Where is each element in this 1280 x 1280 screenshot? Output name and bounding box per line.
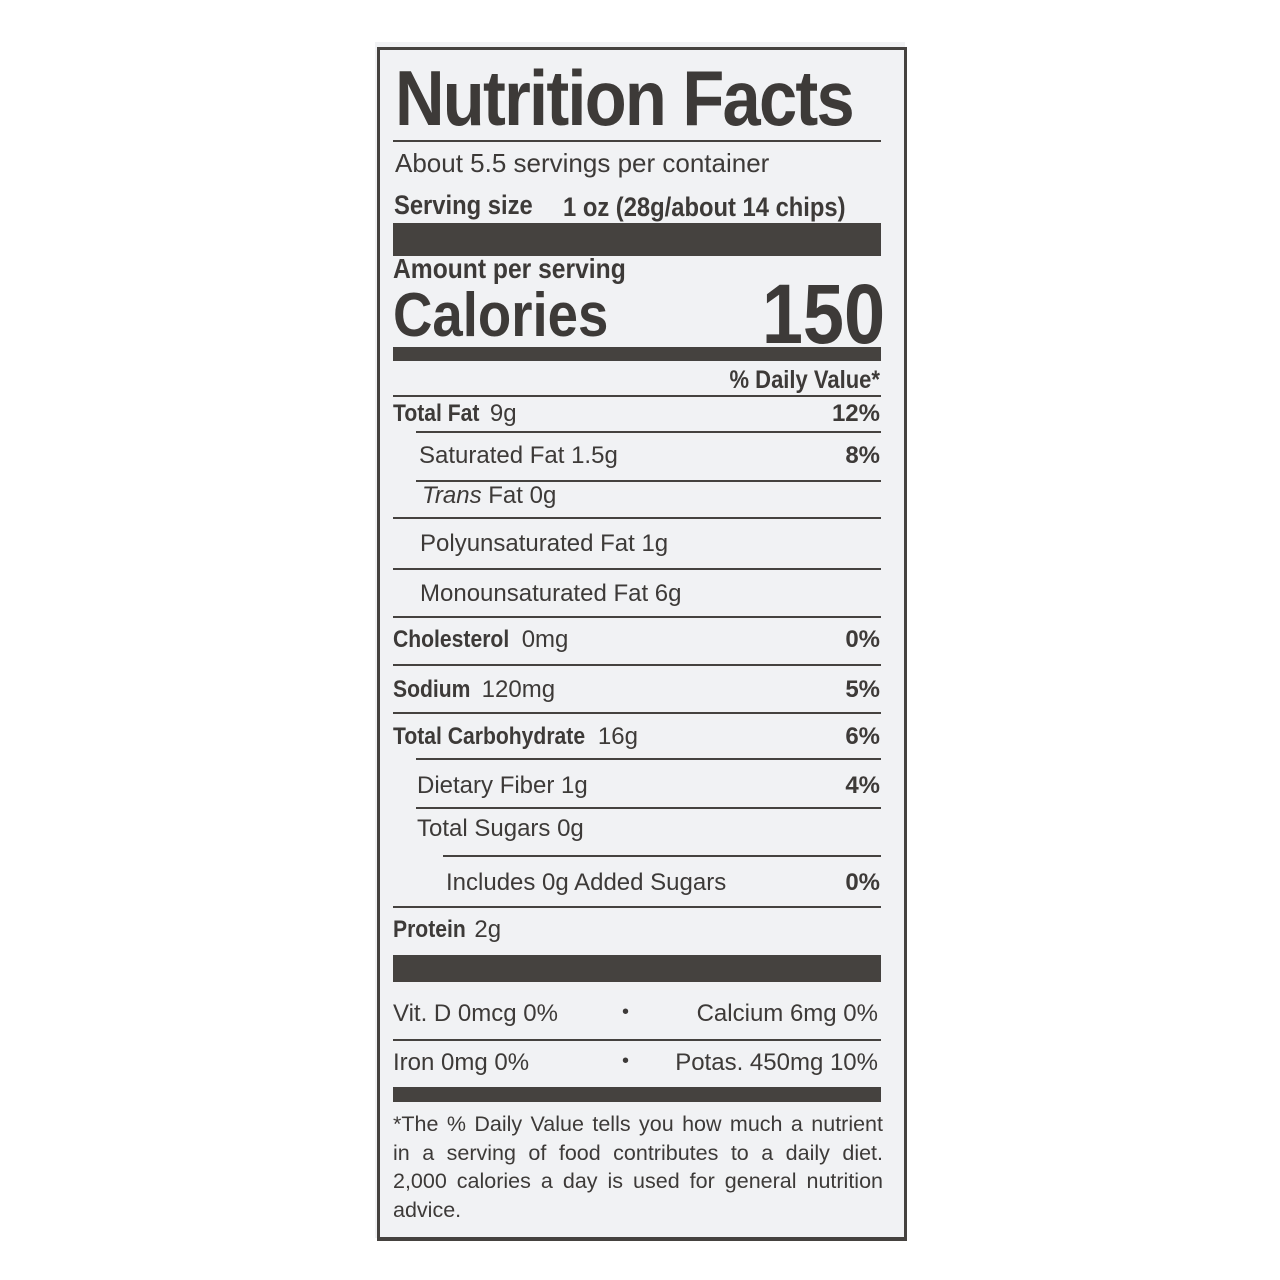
nutrient-row-polyunsaturated-fat: Polyunsaturated Fat 1g	[393, 529, 880, 559]
serving-size: Serving size	[394, 190, 552, 221]
thick-divider	[393, 223, 881, 256]
nutrient-dv: 0%	[845, 869, 880, 896]
serving-size-value: 1 oz (28g/about 14 chips)	[563, 192, 884, 223]
calcium: Calcium 6mg 0%	[696, 1000, 878, 1027]
servings-per-container: About 5.5 servings per container	[395, 148, 770, 178]
divider	[416, 431, 881, 433]
divider	[416, 758, 881, 760]
calories-label: Calories	[393, 280, 638, 351]
divider	[393, 712, 881, 714]
calories-value: 150	[745, 266, 885, 363]
nutrient-name: Protein	[393, 916, 466, 943]
label-border	[377, 47, 907, 1241]
nutrient-name: Cholesterol	[393, 626, 510, 653]
nutrient-row-cholesterol: Cholesterol 0mg 0%	[393, 625, 880, 655]
divider	[416, 807, 881, 809]
medium-divider	[393, 347, 881, 361]
daily-value-header-text: % Daily Value*	[729, 366, 880, 394]
divider	[393, 1039, 881, 1041]
nutrient-dv: 6%	[845, 723, 880, 750]
nutrient-row-dietary-fiber: Dietary Fiber 1g 4%	[393, 771, 880, 801]
serving-size-label: Serving size	[394, 190, 533, 220]
nutrient-row-protein: Protein 2g	[393, 915, 880, 945]
bullet-separator: •	[622, 1001, 630, 1023]
nutrient-name: Saturated Fat 1.5g	[419, 442, 618, 469]
amount-per-serving: Amount per serving	[393, 253, 657, 285]
calories-label-text: Calories	[393, 281, 609, 350]
divider	[443, 855, 881, 857]
bullet-separator: •	[622, 1050, 630, 1072]
nutrient-name: Total Fat	[393, 400, 480, 427]
nutrient-name: Monounsaturated Fat 6g	[420, 580, 682, 607]
nutrient-dv: 8%	[845, 442, 880, 469]
vitamin-d: Vit. D 0mcg 0%	[393, 1000, 558, 1027]
nutrient-name: Dietary Fiber 1g	[417, 772, 588, 799]
label-title: Nutrition Facts	[395, 54, 855, 142]
divider	[393, 568, 881, 570]
nutrient-row-added-sugars: Includes 0g Added Sugars 0%	[393, 868, 880, 898]
footnote: *The % Daily Value tells you how much a …	[393, 1112, 883, 1222]
nutrient-row-monounsaturated-fat: Monounsaturated Fat 6g	[393, 579, 880, 609]
nutrient-amount: 120mg	[481, 676, 556, 703]
calories-value-text: 150	[761, 267, 885, 361]
potassium: Potas. 450mg 10%	[675, 1049, 878, 1076]
divider	[416, 480, 881, 482]
nutrient-name: Includes 0g Added Sugars	[446, 869, 727, 896]
divider	[393, 906, 881, 908]
divider	[393, 616, 881, 618]
nutrient-name: Sodium	[393, 676, 471, 703]
divider	[393, 664, 881, 666]
nutrient-name: Polyunsaturated Fat 1g	[420, 530, 669, 557]
nutrient-row-total-fat: Total Fat 9g 12%	[393, 399, 880, 429]
nutrient-dv: 4%	[845, 772, 880, 799]
nutrient-dv: 5%	[845, 676, 880, 703]
nutrient-name: Total Sugars 0g	[417, 815, 584, 842]
nutrient-dv: 0%	[845, 626, 880, 653]
nutrient-name-italic: Trans	[422, 482, 482, 509]
vitamin-row: Vit. D 0mcg 0% Calcium 6mg 0%	[393, 999, 880, 1029]
nutrient-row-saturated-fat: Saturated Fat 1.5g 8%	[393, 441, 880, 471]
daily-value-header: % Daily Value*	[709, 366, 880, 395]
nutrient-row-total-sugars: Total Sugars 0g	[393, 814, 880, 844]
nutrient-name: Fat 0g	[488, 482, 557, 509]
nutrient-amount: 2g	[474, 916, 502, 943]
divider	[393, 140, 881, 142]
nutrient-row-total-carbohydrate: Total Carbohydrate 16g 6%	[393, 722, 880, 752]
serving-size-value-text: 1 oz (28g/about 14 chips)	[563, 192, 846, 222]
nutrient-row-trans-fat: Trans Fat 0g	[393, 481, 880, 511]
divider	[393, 517, 881, 519]
thick-divider	[393, 955, 881, 982]
nutrient-name: Total Carbohydrate	[393, 723, 586, 750]
nutrient-amount: 16g	[597, 723, 638, 750]
nutrient-row-sodium: Sodium 120mg 5%	[393, 675, 880, 705]
nutrient-amount: 0mg	[521, 626, 569, 653]
vitamin-row: Iron 0mg 0% Potas. 450mg 10%	[393, 1048, 880, 1078]
iron: Iron 0mg 0%	[393, 1049, 530, 1076]
divider	[393, 395, 881, 397]
amount-per-serving-text: Amount per serving	[393, 253, 626, 284]
nutrient-amount: 9g	[489, 400, 517, 427]
medium-divider	[393, 1087, 881, 1102]
nutrient-dv: 12%	[831, 400, 880, 427]
